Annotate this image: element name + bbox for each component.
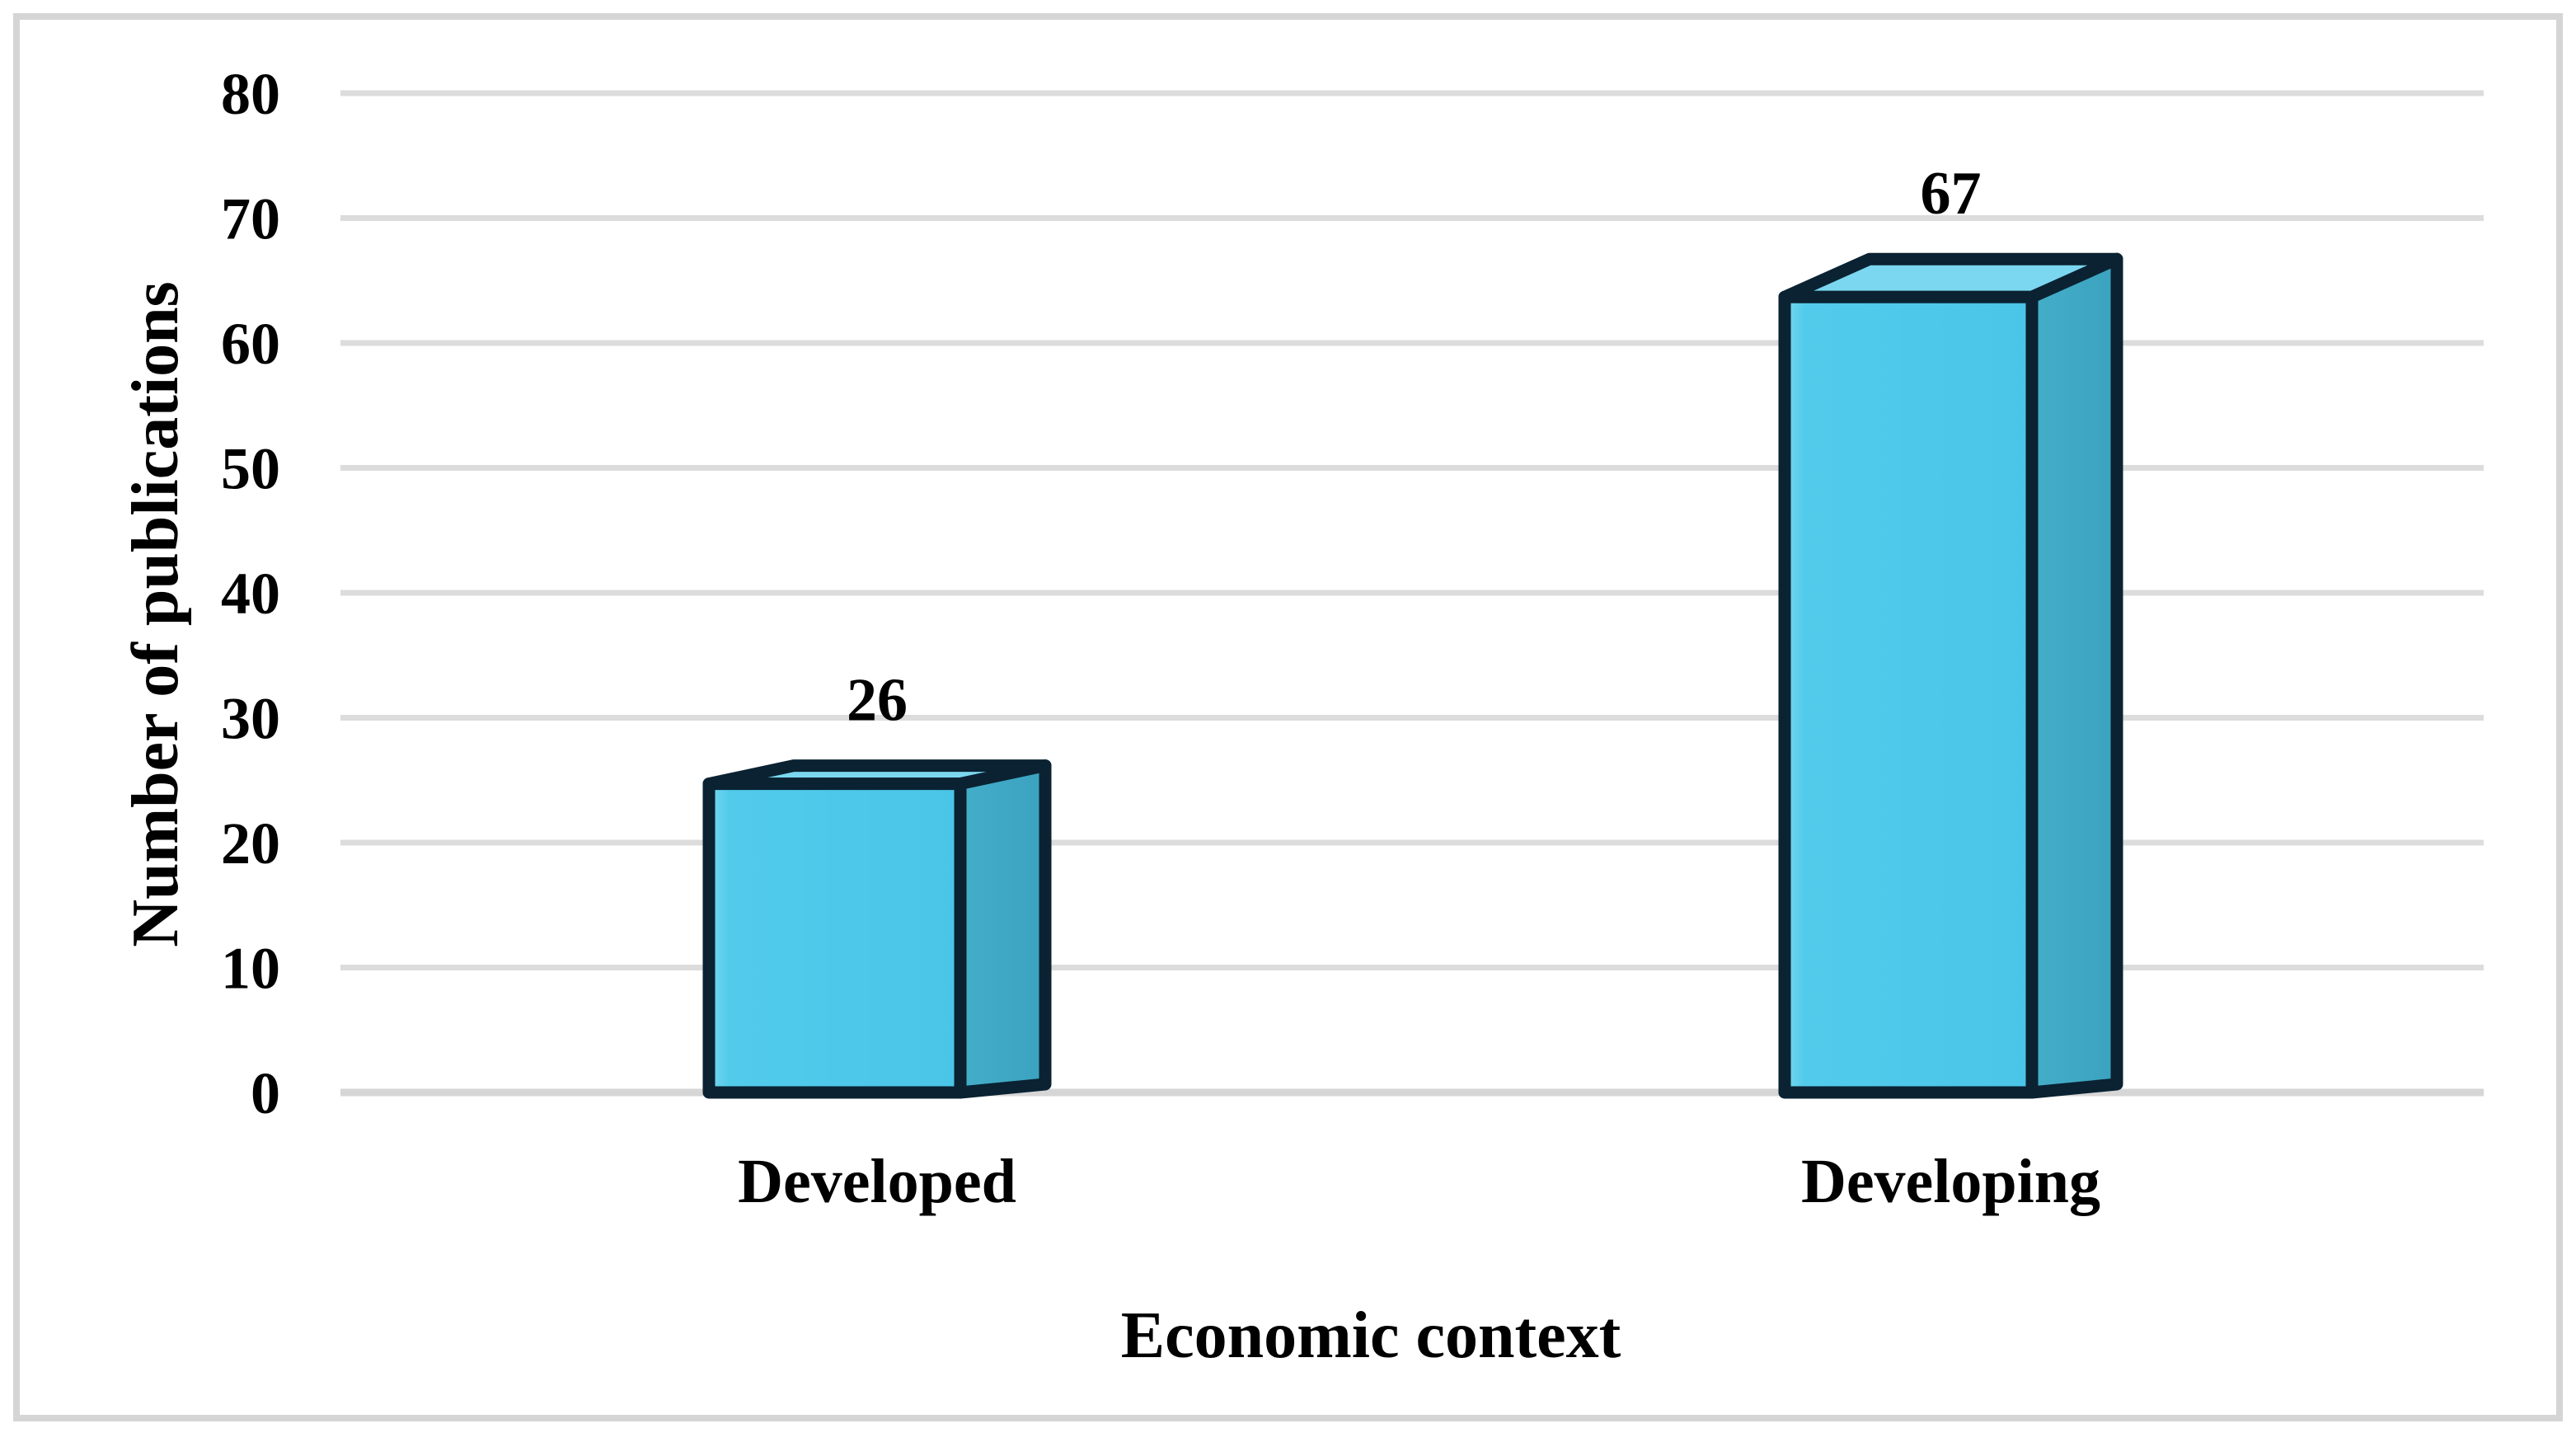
value-label-developing: 67 [1921,160,1982,228]
y-axis-title: Number of publications [120,281,192,947]
bar-developing-side-face [2025,252,2123,1099]
y-tick-label: 40 [221,561,280,627]
bar-developing-front-face [1778,290,2039,1099]
bars-group [702,252,2123,1099]
bar-developed-front-face [702,778,967,1099]
y-tick-label: 30 [221,686,280,752]
category-labels-group: Developed Developing [738,1147,2100,1216]
y-tick-label: 10 [221,936,280,1002]
y-tick-label: 20 [221,810,280,876]
figure-border [13,13,2563,1421]
y-tick-label: 60 [221,311,280,377]
x-axis-title: Economic context [1121,1299,1621,1372]
data-labels-group: 26 67 [847,160,1982,734]
category-label-developed: Developed [738,1147,1016,1216]
y-tick-label: 50 [221,436,280,502]
gridlines-group [340,90,2484,1097]
value-label-developed: 26 [847,667,908,735]
y-tick-labels-group: 0 10 20 30 40 50 60 70 80 [221,61,280,1126]
y-tick-label: 70 [221,186,280,252]
bar-developed-side-face [954,759,1052,1099]
category-label-developing: Developing [1801,1147,2100,1216]
y-tick-label: 0 [251,1060,280,1126]
y-tick-label: 80 [221,61,280,127]
